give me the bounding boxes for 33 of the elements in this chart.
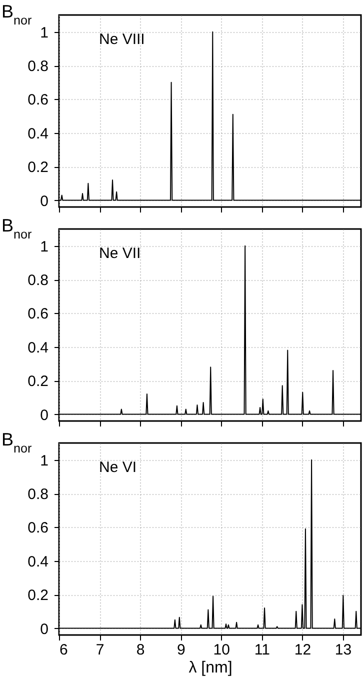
y-tick-label: 0.2 [28, 587, 48, 604]
y-tick-label: 0.2 [28, 373, 48, 390]
y-axis-title: B$_{nor}$ [2, 430, 32, 456]
y-axis-title: B$_{nor}$ [2, 2, 32, 28]
y-tick-label: 1 [40, 238, 48, 256]
y-tick-label: 0 [40, 406, 48, 424]
y-tick-label: 0.6 [28, 306, 48, 323]
y-tick-label: 0.2 [28, 159, 48, 176]
y-tick-label: 1 [40, 452, 48, 470]
y-tick-label: 0.6 [28, 520, 48, 537]
annotation: Ne VII [99, 245, 141, 262]
x-tick-label: 12 [294, 642, 312, 658]
x-tick-label: 8 [136, 642, 145, 658]
y-tick-label: 0.4 [28, 339, 48, 356]
y-tick-label: 0 [40, 620, 48, 638]
x-tick-label: 7 [96, 642, 104, 658]
x-tick-label: 13 [334, 642, 352, 658]
y-tick-label: 0.8 [28, 58, 48, 76]
y-tick-label: 0.4 [28, 553, 48, 570]
y-tick-label: 0.6 [28, 92, 48, 109]
x-axis-title: λ [nm] [188, 660, 232, 676]
y-tick-label: 0.8 [28, 272, 48, 290]
y-tick-label: 0 [40, 192, 48, 210]
x-tick-label: 6 [60, 642, 68, 658]
x-tick-label: 10 [213, 642, 230, 658]
y-tick-label: 0.4 [28, 125, 48, 142]
y-tick-label: 1 [40, 24, 48, 42]
y-tick-label: 0.8 [28, 486, 48, 504]
y-axis-title: B$_{nor}$ [2, 216, 32, 242]
x-tick-label: 11 [254, 642, 270, 658]
x-tick-label: 9 [176, 642, 186, 658]
annotation: Ne VIII [99, 31, 145, 48]
annotation: Ne VI [99, 459, 137, 476]
